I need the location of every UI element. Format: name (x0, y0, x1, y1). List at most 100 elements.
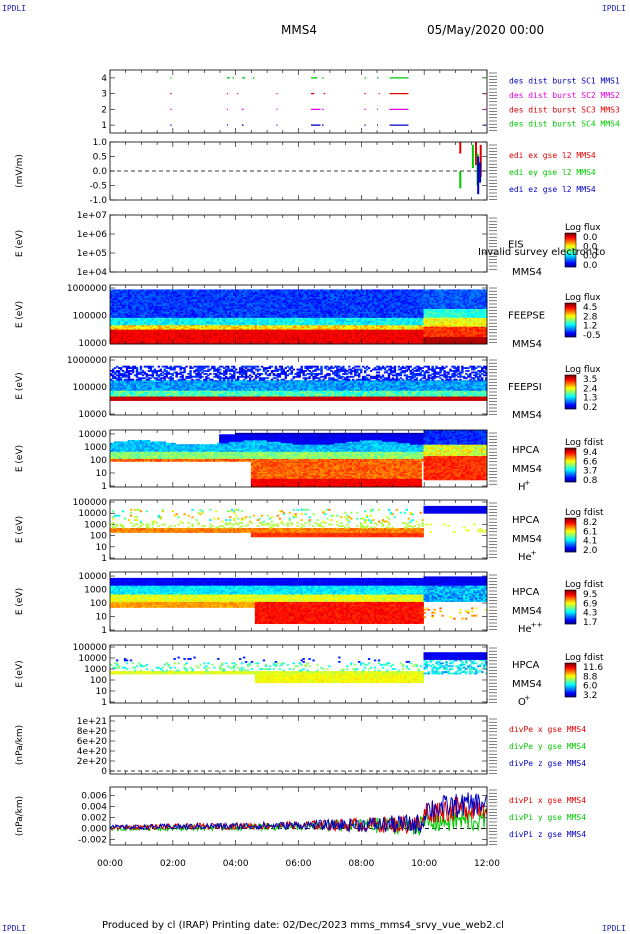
spectrogram-cell (268, 329, 272, 332)
spectrogram-cell (219, 302, 222, 305)
spectrogram-cell (131, 308, 135, 311)
spectrogram-cell (133, 290, 137, 293)
spectrogram-cell (250, 332, 254, 335)
spectrogram-cell (223, 308, 226, 311)
spectrogram-cell (165, 323, 168, 326)
spectrogram-cell (163, 311, 166, 314)
legend-entry-burst: des dist burst SC3 MMS3 (509, 105, 620, 114)
spectrogram-cell (127, 301, 131, 304)
spectrogram-cell (117, 341, 121, 343)
spectrogram-cell (203, 330, 206, 333)
spectrogram-cell (199, 313, 202, 315)
spectrogram-cell (149, 293, 153, 296)
spectrogram-cell (179, 305, 182, 308)
spectrogram-cell (115, 292, 119, 295)
spectrogram-cell (201, 298, 204, 301)
spectrogram-cell (195, 296, 198, 299)
spectrogram-cell (260, 335, 264, 338)
spectrogram-cell (191, 289, 194, 292)
spectrogram-cell (246, 299, 250, 302)
spectrogram-cell (159, 305, 162, 308)
spectrogram-cell (262, 332, 266, 335)
spectrogram-cell (143, 329, 147, 332)
spectrogram-cell (229, 311, 232, 314)
spectrogram-cell (183, 332, 186, 335)
spectrogram-cell (129, 301, 133, 304)
spectrogram-cell (201, 321, 204, 324)
spectrogram-cell (159, 341, 162, 343)
spectrogram-cell (262, 321, 266, 324)
spectrogram-cell (244, 321, 248, 324)
spectrogram-cell (250, 289, 254, 292)
spectrogram-cell (131, 342, 135, 345)
spectrogram-cell (203, 318, 206, 321)
spectrogram-cell (233, 307, 236, 309)
spectrogram-cell (209, 289, 212, 292)
spectrogram-cell (256, 339, 260, 342)
spectrogram-cell (177, 314, 180, 317)
spectrogram-cell (248, 307, 252, 309)
spectrogram-cell (217, 329, 220, 332)
spectrogram-cell (110, 320, 113, 323)
spectrogram-cell (205, 315, 208, 318)
spectrogram-cell (135, 308, 139, 311)
spectrogram-cell (201, 301, 204, 304)
spectrogram-cell (145, 289, 149, 292)
spectrogram-cell (215, 311, 218, 314)
spectrogram-cell (177, 323, 180, 326)
spectrogram-cell (175, 333, 178, 336)
spectrogram-cell (110, 339, 113, 342)
spectrogram-cell (242, 307, 246, 309)
spectrogram-cell (145, 313, 149, 315)
spectrogram-cell (278, 307, 282, 309)
spectrogram-cell (181, 313, 184, 315)
spectrogram-cell (246, 298, 250, 301)
spectrogram-cell (248, 317, 252, 320)
spectrogram-cell (189, 318, 192, 321)
spectrogram-cell (143, 289, 147, 292)
spectrogram-cell (115, 299, 119, 302)
spectrogram-cell (219, 307, 222, 309)
spectrogram-cell (240, 335, 244, 338)
spectrogram-cell (254, 336, 258, 339)
spectrogram-cell (121, 299, 125, 302)
spectrogram-cell (266, 305, 270, 308)
spectrogram-cell (231, 342, 234, 345)
spectrogram-cell (207, 298, 210, 301)
spectrogram-cell (119, 295, 123, 298)
spectrogram-cell (139, 338, 143, 340)
spectrogram-cell (207, 315, 210, 318)
spectrogram-cell (231, 332, 234, 335)
spectrogram-cell (233, 329, 236, 332)
spectrogram-cell (213, 342, 216, 345)
spectrogram-cell (242, 323, 246, 326)
spectrogram-cell (254, 321, 258, 324)
spectrogram-cell (145, 314, 149, 317)
spectrogram-cell (262, 317, 266, 320)
spectrogram-cell (187, 314, 190, 317)
spectrogram-cell (235, 326, 238, 329)
spectrogram-cell (177, 321, 180, 324)
spectrogram-cell (274, 301, 278, 304)
spectrogram-cell (171, 315, 174, 318)
spectrogram-cell (159, 339, 162, 342)
spectrogram-cell (127, 310, 131, 312)
spectrogram-cell (195, 318, 198, 321)
spectrogram-cell (264, 333, 268, 336)
spectrogram-cell (155, 318, 159, 321)
spectrogram-cell (225, 314, 228, 317)
spectrogram-cell (223, 342, 226, 345)
spectrogram-cell (177, 304, 180, 307)
spectrogram-cell (250, 305, 254, 308)
spectrogram-cell (115, 308, 119, 311)
spectrogram-cell (117, 290, 121, 293)
spectrogram-cell (181, 320, 184, 323)
spectrogram-cell (137, 298, 141, 301)
spectrogram-cell (221, 311, 224, 314)
spectrogram-cell (119, 305, 123, 308)
spectrogram-cell (191, 305, 194, 308)
spectrogram-cell (189, 323, 192, 326)
spectrogram-cell (203, 299, 206, 302)
colorbar-swatch-eis (565, 263, 576, 265)
spectrogram-cell (278, 315, 282, 318)
